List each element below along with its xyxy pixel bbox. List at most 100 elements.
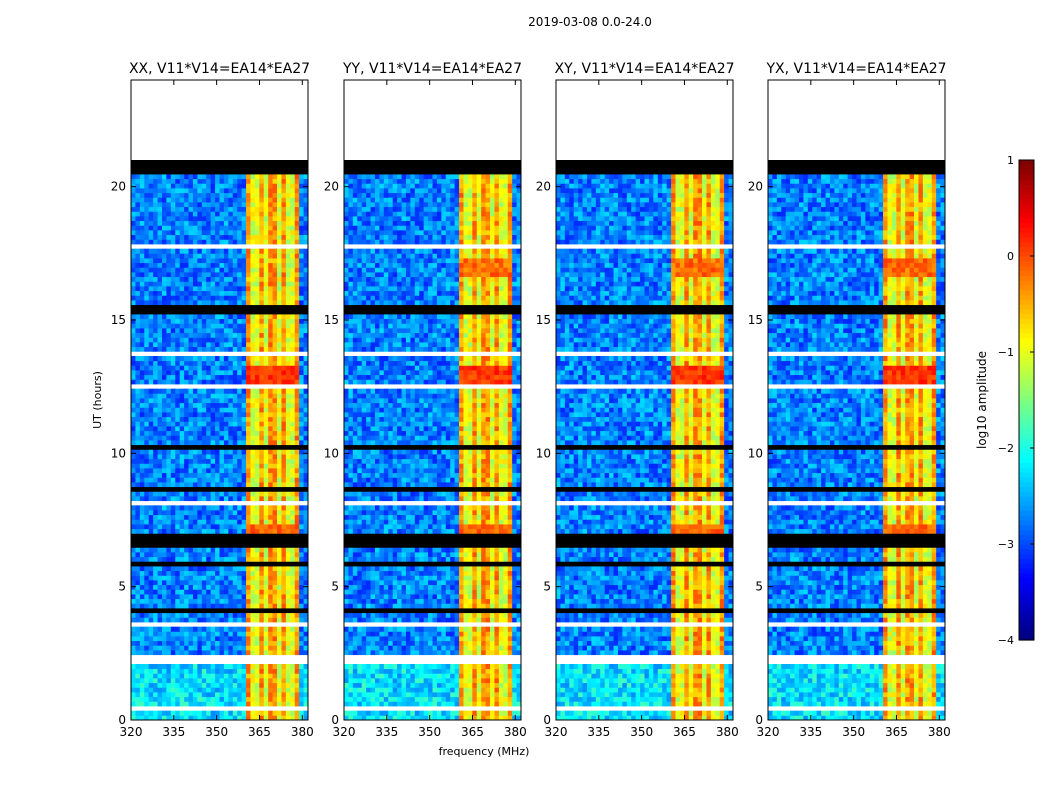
spectrum-cell [206, 309, 212, 315]
spectrum-cell [237, 696, 243, 702]
spectrum-cell [281, 524, 287, 530]
spectrum-cell [135, 561, 141, 567]
spectrum-cell [254, 379, 260, 385]
spectrum-cell [192, 468, 198, 474]
spectrum-cell [237, 239, 243, 245]
spectrum-cell [250, 164, 256, 170]
spectrum-cell [281, 519, 287, 525]
spectrum-cell [254, 342, 260, 348]
spectrum-cell [285, 472, 291, 478]
spectrum-cell [157, 188, 163, 194]
spectrum-cell [201, 272, 207, 278]
spectrum-cell [135, 304, 141, 310]
spectrum-cell [161, 715, 167, 721]
spectrum-cell [432, 668, 438, 674]
spectrum-cell [166, 626, 172, 632]
spectrum-cell [272, 584, 278, 590]
spectrum-cell [228, 514, 234, 520]
spectrum-cell [246, 230, 251, 236]
spectrum-cell [148, 360, 154, 366]
spectrum-cell [144, 183, 150, 189]
spectrum-cell [144, 192, 150, 198]
spectrum-cell [290, 346, 296, 352]
spectrum-cell [197, 416, 203, 422]
spectrum-cell [232, 272, 238, 278]
spectrum-cell [383, 678, 389, 684]
spectrum-cell [144, 379, 150, 385]
spectrum-cell [170, 468, 176, 474]
spectrum-cell [254, 482, 260, 488]
spectrum-cell [277, 328, 282, 334]
spectrum-cell [419, 687, 425, 693]
spectrum-cell [192, 673, 198, 679]
spectrum-cell [263, 477, 269, 483]
spectrum-cell [135, 290, 141, 296]
spectrum-cell [206, 300, 212, 306]
spectrum-cell [197, 188, 203, 194]
spectrum-cell [303, 300, 309, 306]
spectrum-cell [206, 477, 212, 483]
spectrum-cell [170, 589, 176, 595]
spectrum-cell [206, 192, 212, 198]
spectrum-cell [188, 416, 194, 422]
spectrum-cell [237, 323, 243, 329]
spectrum-cell [197, 412, 203, 418]
spectrum-cell [206, 715, 212, 721]
spectrum-cell [179, 393, 185, 399]
spectrum-cell [223, 542, 229, 548]
spectrum-cell [268, 435, 273, 441]
spectrum-cell [184, 570, 189, 576]
spectrum-cell [294, 234, 300, 240]
spectrum-cell [139, 612, 145, 618]
spectrum-cell [184, 626, 189, 632]
spectrum-cell [161, 556, 167, 562]
spectrum-cell [144, 346, 150, 352]
spectrum-cell [507, 701, 513, 707]
spectrum-cell [166, 253, 172, 259]
spectrum-cell [139, 566, 145, 572]
spectrum-cell [228, 253, 234, 259]
x-tick-label: 350 [205, 725, 228, 739]
spectrum-cell [303, 430, 309, 436]
spectrum-cell [157, 505, 163, 511]
spectrum-cell [161, 416, 167, 422]
spectrum-cell [254, 272, 260, 278]
spectrum-cell [148, 538, 154, 544]
spectrum-cell [250, 328, 256, 334]
spectrum-cell [299, 216, 304, 222]
spectrum-cell [228, 617, 234, 623]
spectrum-cell [299, 230, 304, 236]
spectrum-cell [277, 402, 282, 408]
spectrum-cell [175, 402, 181, 408]
spectrum-cell [192, 169, 198, 175]
spectrum-cell [246, 552, 251, 558]
spectrum-cell [161, 552, 167, 558]
spectrum-cell [232, 318, 238, 324]
spectrum-cell [153, 594, 158, 600]
spectrum-cell [135, 682, 141, 688]
spectrum-cell [268, 570, 273, 576]
spectrum-cell [192, 174, 198, 180]
spectrum-cell [254, 538, 260, 544]
spectrum-cell [241, 379, 247, 385]
spectrum-cell [246, 416, 251, 422]
spectrum-cell [175, 682, 181, 688]
spectrum-cell [263, 631, 269, 637]
spectrum-cell [246, 617, 251, 623]
spectrum-cell [166, 309, 172, 315]
spectrum-cell [144, 640, 150, 646]
spectrum-cell [237, 197, 243, 203]
spectrum-cell [254, 370, 260, 376]
spectrum-cell [157, 552, 163, 558]
spectrum-cell [228, 580, 234, 586]
spectrum-cell [303, 342, 309, 348]
spectrum-cell [179, 598, 185, 604]
spectrum-cell [494, 650, 500, 656]
spectrum-cell [481, 701, 486, 707]
spectrum-cell [139, 440, 145, 446]
spectrum-cell [131, 281, 136, 287]
spectrum-cell [516, 687, 522, 693]
spectrum-cell [210, 164, 216, 170]
spectrum-cell [285, 239, 291, 245]
spectrum-cell [131, 640, 136, 646]
